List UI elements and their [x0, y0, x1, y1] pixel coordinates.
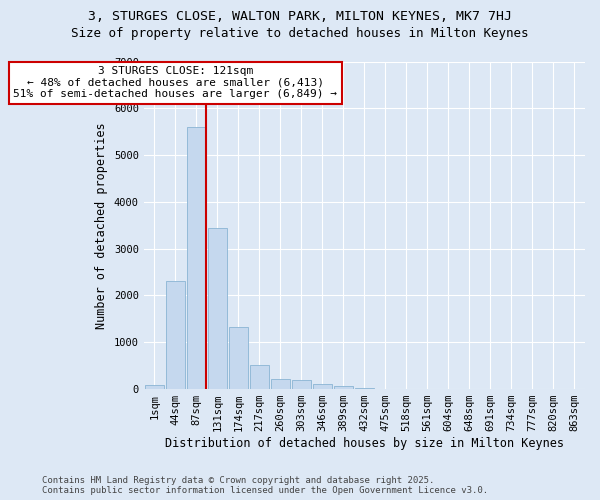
Bar [187, 127, 206, 389]
Bar [166, 282, 185, 389]
Bar [145, 386, 164, 389]
Bar [292, 380, 311, 389]
Y-axis label: Number of detached properties: Number of detached properties [95, 122, 109, 328]
Text: 3, STURGES CLOSE, WALTON PARK, MILTON KEYNES, MK7 7HJ: 3, STURGES CLOSE, WALTON PARK, MILTON KE… [88, 10, 512, 23]
Bar [355, 388, 374, 389]
Text: Size of property relative to detached houses in Milton Keynes: Size of property relative to detached ho… [71, 28, 529, 40]
X-axis label: Distribution of detached houses by size in Milton Keynes: Distribution of detached houses by size … [165, 437, 564, 450]
Bar [313, 384, 332, 389]
Text: 3 STURGES CLOSE: 121sqm
← 48% of detached houses are smaller (6,413)
51% of semi: 3 STURGES CLOSE: 121sqm ← 48% of detache… [13, 66, 337, 100]
Bar [229, 328, 248, 389]
Bar [334, 386, 353, 389]
Bar [250, 364, 269, 389]
Bar [271, 379, 290, 389]
Text: Contains HM Land Registry data © Crown copyright and database right 2025.
Contai: Contains HM Land Registry data © Crown c… [42, 476, 488, 495]
Bar [208, 228, 227, 389]
